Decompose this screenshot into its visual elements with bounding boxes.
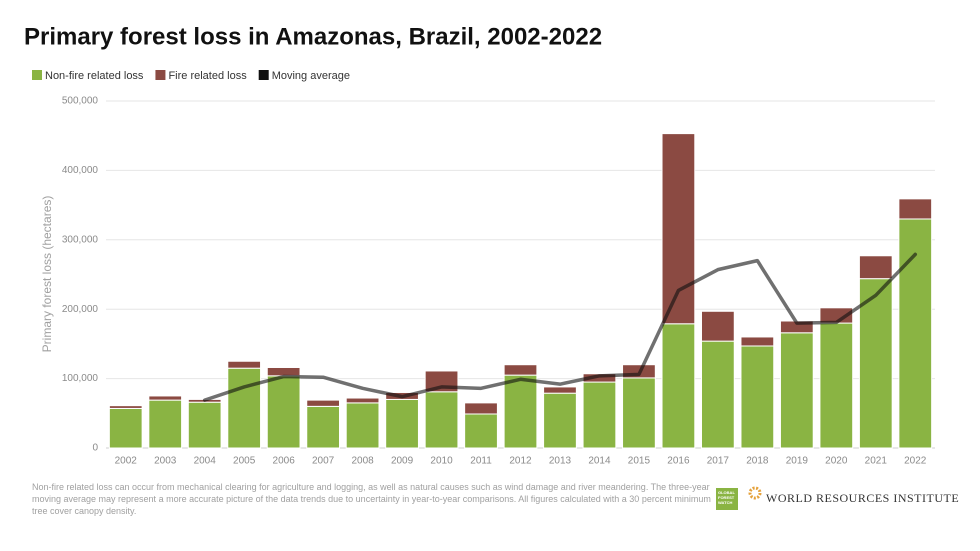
bar-segment	[898, 218, 933, 449]
bar-segment	[148, 395, 183, 401]
y-tick-label: 400,000	[62, 165, 99, 176]
legend-swatch	[32, 70, 42, 80]
bar-segment	[503, 364, 538, 376]
x-tick-label: 2010	[430, 456, 453, 467]
bar-segment	[345, 402, 380, 449]
bar-segment	[227, 367, 262, 449]
footnote: Non-fire related loss can occur from mec…	[32, 482, 711, 516]
x-tick-label: 2006	[273, 456, 296, 467]
bar-segment	[740, 345, 775, 449]
bar-segment	[622, 377, 656, 449]
bar-segment	[858, 278, 893, 449]
x-tick-label: 2014	[588, 456, 611, 467]
bar-segment	[582, 381, 617, 449]
x-tick-label: 2007	[312, 456, 335, 467]
bar-segment	[148, 399, 183, 449]
wri-mark	[748, 486, 762, 500]
bar-segment	[266, 375, 301, 449]
bar-segment	[108, 407, 143, 449]
bar-segment	[819, 322, 854, 449]
bar-segment	[464, 402, 498, 415]
y-tick-label: 200,000	[62, 304, 99, 315]
bar-segment	[306, 405, 341, 449]
bar-segment	[306, 399, 341, 407]
bar-segment	[187, 401, 222, 449]
x-tick-label: 2016	[667, 456, 690, 467]
bar-segment	[700, 340, 735, 449]
bar-segment	[543, 392, 577, 449]
x-tick-label: 2011	[470, 456, 492, 467]
bar-segment	[779, 332, 814, 449]
y-tick-label: 0	[92, 443, 98, 454]
bar-segment	[424, 391, 459, 449]
bar-segment	[503, 374, 538, 449]
bar-segment	[385, 398, 419, 449]
bar-segment	[661, 133, 696, 325]
legend-swatch	[155, 70, 166, 80]
bar-segment	[464, 413, 498, 449]
bar-segment	[345, 397, 380, 404]
x-tick-label: 2021	[865, 456, 888, 467]
x-tick-label: 2003	[154, 456, 177, 467]
x-tick-label: 2004	[194, 456, 217, 467]
x-tick-label: 2009	[391, 456, 414, 467]
bar-segment	[858, 255, 893, 280]
x-tick-label: 2017	[707, 456, 730, 467]
bar-segment	[266, 366, 301, 377]
x-tick-label: 2019	[786, 456, 809, 467]
x-tick-label: 2002	[115, 456, 138, 467]
x-tick-label: 2022	[904, 456, 927, 467]
x-tick-label: 2018	[746, 456, 769, 467]
y-tick-label: 300,000	[62, 234, 99, 245]
y-tick-label: 100,000	[62, 373, 99, 384]
moving-average-line	[202, 252, 918, 402]
bar-segment	[740, 336, 775, 347]
bar-segment	[108, 405, 143, 409]
y-tick-label: 500,000	[62, 96, 99, 107]
y-axis-title: Primary forest loss (hectares)	[40, 196, 54, 353]
bar-segment	[700, 310, 735, 342]
x-tick-label: 2020	[825, 456, 848, 467]
gfw-logo: GLOBAL FOREST WATCH	[716, 488, 738, 510]
bar-segment	[898, 198, 933, 220]
legend-label: Moving average	[272, 70, 350, 82]
legend-label: Non-fire related loss	[45, 70, 144, 82]
wri-logo: WORLD RESOURCES INSTITUTE	[766, 491, 960, 505]
bar-segment	[661, 323, 696, 449]
chart-title: Primary forest loss in Amazonas, Brazil,…	[24, 23, 602, 50]
bar-segment	[227, 360, 262, 369]
x-tick-label: 2012	[509, 456, 532, 467]
x-tick-label: 2005	[233, 456, 256, 467]
legend-label: Fire related loss	[168, 70, 247, 82]
x-tick-label: 2008	[351, 456, 374, 467]
x-tick-label: 2015	[628, 456, 651, 467]
x-tick-label: 2013	[549, 456, 572, 467]
legend-swatch	[258, 70, 269, 80]
bar-segment	[543, 386, 577, 394]
